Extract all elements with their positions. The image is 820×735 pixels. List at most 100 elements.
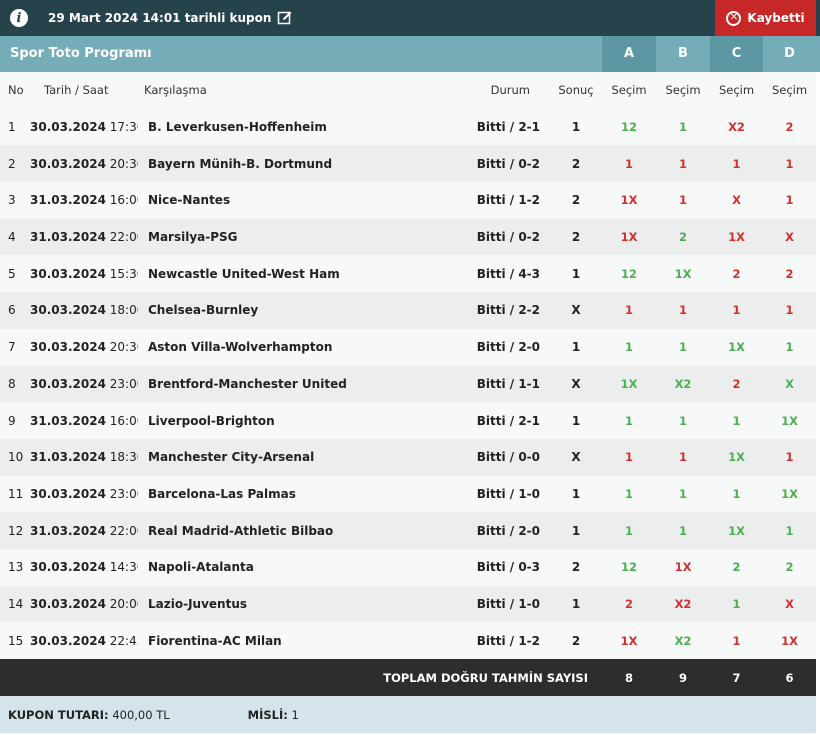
row-status: Bitti / 1-1 — [438, 365, 550, 403]
info-icon[interactable]: i — [10, 9, 28, 27]
row-no: 11 — [0, 475, 28, 513]
row-pick-b: X2 — [656, 585, 710, 623]
row-status: Bitti / 4-3 — [438, 255, 550, 293]
column-header-a: A — [602, 36, 656, 72]
row-pick-b: X2 — [656, 365, 710, 403]
row-pick-b: 1 — [656, 512, 710, 549]
row-datetime: 30.03.2024 23:00 — [28, 365, 138, 403]
header-result: Sonuç — [550, 72, 602, 109]
row-pick-b: 1X — [656, 255, 710, 293]
table-row: 230.03.2024 20:30Bayern Münih-B. Dortmun… — [0, 145, 816, 183]
row-pick-a: 1X — [602, 365, 656, 403]
row-datetime: 30.03.2024 14:30 — [28, 548, 138, 586]
row-date: 31.03.2024 — [30, 523, 106, 538]
row-pick-c: 2 — [710, 548, 763, 586]
totals-label: TOPLAM DOĞRU TAHMİN SAYISI — [383, 670, 588, 685]
row-pick-c: 1 — [710, 585, 763, 623]
coupon-misli-value: 1 — [291, 707, 299, 722]
row-match: Newcastle United-West Ham — [138, 255, 438, 293]
row-pick-c: 1 — [710, 292, 763, 329]
row-pick-d: 2 — [763, 108, 816, 146]
row-date: 30.03.2024 — [30, 596, 106, 611]
coupon-amount-label: KUPON TUTARI: — [8, 707, 109, 722]
row-match: Nice-Nantes — [138, 182, 438, 219]
row-pick-a: 12 — [602, 108, 656, 146]
row-status: Bitti / 0-3 — [438, 548, 550, 586]
row-match: Barcelona-Las Palmas — [138, 475, 438, 513]
edit-icon-svg — [278, 11, 292, 25]
row-pick-d: X — [763, 585, 816, 623]
row-status: Bitti / 1-2 — [438, 622, 550, 659]
row-pick-b: 1 — [656, 328, 710, 366]
header-pick-a: Seçim — [602, 72, 656, 109]
row-date: 31.03.2024 — [30, 413, 106, 428]
row-no: 15 — [0, 622, 28, 659]
row-match: Liverpool-Brighton — [138, 402, 438, 439]
table-row: 830.03.2024 23:00Brentford-Manchester Un… — [0, 365, 816, 403]
row-date: 30.03.2024 — [30, 633, 106, 648]
row-match: Lazio-Juventus — [138, 585, 438, 623]
header-pick-c: Seçim — [710, 72, 763, 109]
row-result: 1 — [550, 108, 602, 146]
total-b: 9 — [678, 670, 687, 685]
row-pick-d: 1 — [763, 438, 816, 476]
row-time: 22:00 — [109, 230, 138, 245]
row-pick-b: 1 — [656, 475, 710, 513]
column-header-c: C — [710, 36, 763, 72]
row-result: 1 — [550, 328, 602, 366]
row-pick-d: 1 — [763, 328, 816, 366]
row-pick-d: 1 — [763, 182, 816, 219]
row-status: Bitti / 2-2 — [438, 292, 550, 329]
row-pick-c: 1X — [710, 328, 763, 366]
row-pick-c: X2 — [710, 108, 763, 146]
row-no: 3 — [0, 182, 28, 219]
table-row: 931.03.2024 16:00Liverpool-BrightonBitti… — [0, 402, 816, 439]
header-datetime: Tarih / Saat — [28, 72, 138, 109]
row-match: Fiorentina-AC Milan — [138, 622, 438, 659]
row-match: Manchester City-Arsenal — [138, 438, 438, 476]
row-match: Bayern Münih-B. Dortmund — [138, 145, 438, 183]
row-pick-d: 2 — [763, 255, 816, 293]
table-row: 730.03.2024 20:30Aston Villa-Wolverhampt… — [0, 328, 816, 366]
row-pick-b: 1 — [656, 438, 710, 476]
row-datetime: 31.03.2024 22:00 — [28, 218, 138, 256]
row-date: 31.03.2024 — [30, 193, 106, 208]
row-pick-c: 1X — [710, 438, 763, 476]
row-pick-a: 1 — [602, 292, 656, 329]
row-time: 22:45 — [109, 633, 138, 648]
row-time: 23:00 — [109, 486, 138, 501]
row-result: 2 — [550, 622, 602, 659]
row-time: 20:30 — [109, 340, 138, 355]
row-time: 18:00 — [109, 303, 138, 318]
row-result: X — [550, 438, 602, 476]
row-result: 1 — [550, 255, 602, 293]
edit-icon[interactable] — [277, 10, 293, 26]
row-match: Real Madrid-Athletic Bilbao — [138, 512, 438, 549]
status-badge-lost[interactable]: ✕ Kaybetti — [715, 0, 816, 36]
row-result: 2 — [550, 145, 602, 183]
row-pick-a: 1 — [602, 475, 656, 513]
table-row: 130.03.2024 17:30B. Leverkusen-Hoffenhei… — [0, 108, 816, 146]
row-match: Chelsea-Burnley — [138, 292, 438, 329]
row-status: Bitti / 1-2 — [438, 182, 550, 219]
row-result: 1 — [550, 512, 602, 549]
row-result: 2 — [550, 218, 602, 256]
row-match: Marsilya-PSG — [138, 218, 438, 256]
row-time: 15:30 — [109, 266, 138, 281]
row-pick-c: 1 — [710, 475, 763, 513]
row-status: Bitti / 2-0 — [438, 328, 550, 366]
row-pick-a: 1X — [602, 218, 656, 256]
row-datetime: 31.03.2024 18:30 — [28, 438, 138, 476]
row-time: 23:00 — [109, 376, 138, 391]
row-time: 16:00 — [109, 413, 138, 428]
row-result: 1 — [550, 585, 602, 623]
program-title: Spor Toto Programı — [10, 46, 152, 61]
coupon-title: 29 Mart 2024 14:01 tarihli kupon — [48, 11, 272, 25]
row-datetime: 31.03.2024 16:00 — [28, 182, 138, 219]
row-datetime: 30.03.2024 15:30 — [28, 255, 138, 293]
row-datetime: 31.03.2024 22:00 — [28, 512, 138, 549]
column-header-b: B — [678, 46, 688, 61]
